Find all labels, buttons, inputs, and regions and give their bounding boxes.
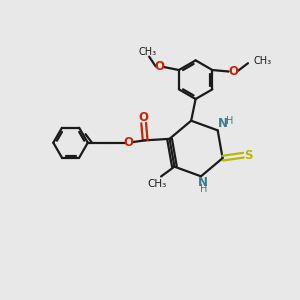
- Text: S: S: [244, 149, 253, 162]
- Text: H: H: [226, 116, 234, 126]
- Text: O: O: [154, 60, 164, 73]
- Text: H: H: [200, 184, 208, 194]
- Text: O: O: [124, 136, 134, 149]
- Text: O: O: [229, 65, 239, 78]
- Text: CH₃: CH₃: [147, 178, 166, 189]
- Text: N: N: [218, 117, 228, 130]
- Text: N: N: [197, 176, 208, 189]
- Text: O: O: [139, 111, 149, 124]
- Text: CH₃: CH₃: [253, 56, 271, 66]
- Text: CH₃: CH₃: [139, 47, 157, 57]
